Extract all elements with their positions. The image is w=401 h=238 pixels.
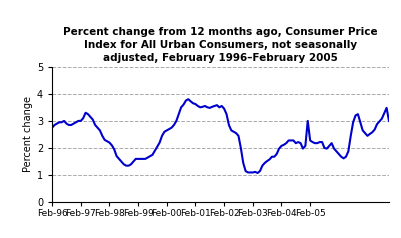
Title: Percent change from 12 months ago, Consumer Price
Index for All Urban Consumers,: Percent change from 12 months ago, Consu… <box>63 27 378 63</box>
Y-axis label: Percent change: Percent change <box>23 96 33 173</box>
